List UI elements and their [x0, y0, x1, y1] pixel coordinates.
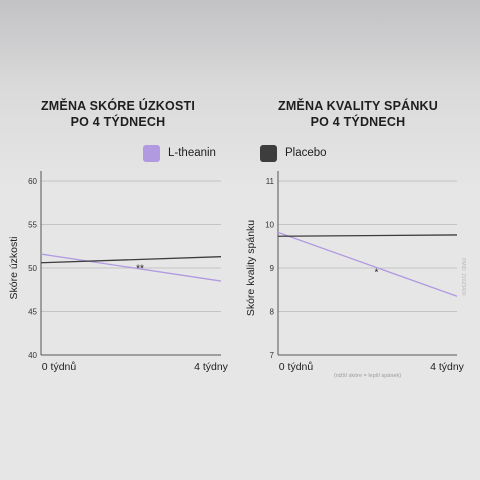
series-line-l-theanin-anxiety: [40, 253, 222, 282]
y-tick-label-anxiety: 55: [28, 221, 37, 230]
y-axis-label-anxiety: Skóre úzkosti: [8, 236, 20, 299]
x-tick-label-sleep: 4 týdny: [430, 361, 465, 373]
y-tick-label-sleep: 11: [266, 177, 275, 186]
y-axis-label-sleep: Skóre kvality spánku: [245, 220, 257, 316]
legend-item-placebo: Placebo: [260, 144, 327, 162]
y-tick-label-sleep: 8: [270, 308, 275, 317]
x-tick-label-anxiety: 4 týdny: [194, 361, 229, 373]
legend-swatch-placebo: [260, 144, 277, 162]
x-axis-note-sleep: (nižší skóre = lepší spánek): [334, 373, 401, 379]
significance-marker-sleep: *: [374, 267, 378, 278]
x-tick-label-sleep: 0 týdnů: [279, 361, 314, 373]
y-tick-label-sleep: 10: [265, 221, 274, 230]
legend-label-placebo: Placebo: [285, 147, 327, 159]
y-tick-label-anxiety: 40: [28, 351, 37, 360]
legend-item-l-theanin: L-theanin: [143, 144, 216, 162]
series-line-placebo-sleep: [277, 234, 458, 237]
series-line-l-theanin-sleep: [277, 231, 458, 297]
y-tick-label-anxiety: 45: [28, 308, 37, 317]
y-tick-label-anxiety: 60: [28, 177, 37, 186]
series-line-placebo-anxiety: [40, 256, 222, 264]
y-tick-label-sleep: 9: [270, 264, 275, 273]
chart-title-anxiety: ZMĚNA SKÓRE ÚZKOSTI PO 4 TÝDNECH: [40, 99, 196, 129]
legend-label-l-theanin: L-theanin: [168, 147, 216, 159]
y-tick-label-sleep: 7: [270, 351, 275, 360]
significance-marker-anxiety: **: [136, 263, 144, 274]
legend-swatch-l-theanin: [143, 144, 160, 162]
y-tick-label-anxiety: 50: [28, 264, 37, 273]
x-tick-label-anxiety: 0 týdnů: [42, 361, 77, 373]
chart-title-sleep: ZMĚNA KVALITY SPÁNKU PO 4 TÝDNECH: [277, 99, 439, 129]
